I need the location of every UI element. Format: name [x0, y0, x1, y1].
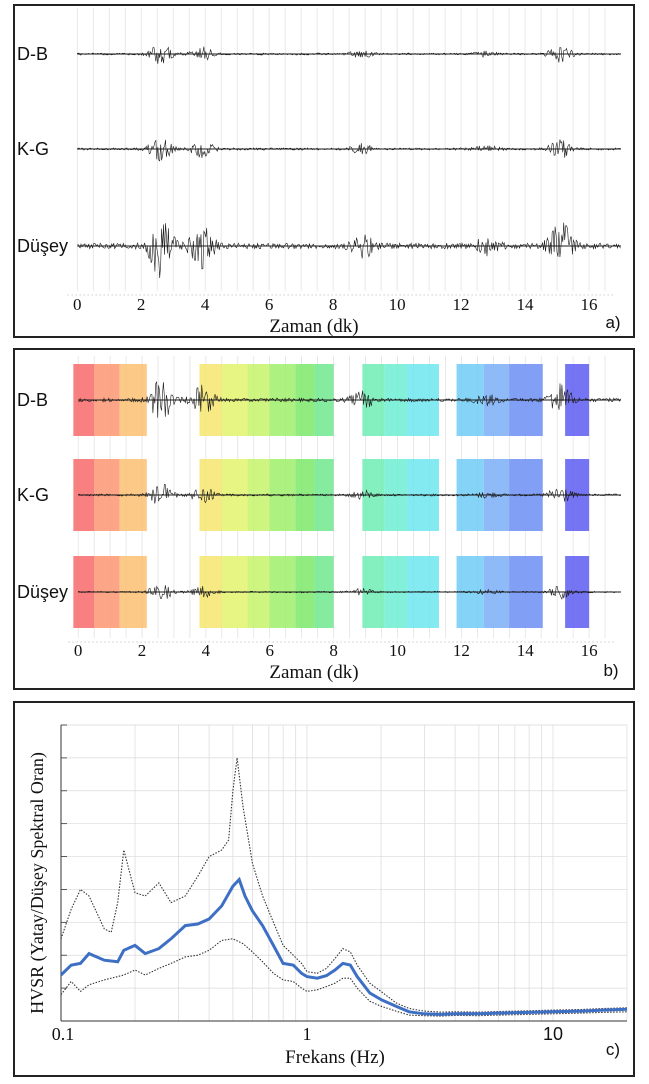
panel-label: c)	[606, 1040, 620, 1059]
hvsr-mean-line	[59, 876, 628, 1016]
x-tick-label: 8	[329, 641, 338, 660]
x-tick-label: 1	[302, 1024, 311, 1044]
panel-label: b)	[603, 661, 618, 680]
panel-a: D-B K-G Düşey 0 2 4 6 8 10 12 14 16 Zaman (dk) a)	[13, 4, 635, 338]
x-tick-label: 10	[389, 295, 406, 314]
x-tick-label: 0	[74, 641, 83, 660]
series-label: Düşey	[17, 582, 68, 602]
x-tick-label: 14	[517, 641, 535, 660]
panel-c: 0.1 1 10 Frekans (Hz) HVSR (Yatay/Düşey Spek…	[13, 701, 635, 1077]
panel-label: a)	[605, 313, 620, 332]
series-label: K-G	[17, 139, 49, 159]
x-axis-label: Frekans (Hz)	[285, 1047, 385, 1068]
series-label: D-B	[17, 44, 48, 64]
x-tick-label: 16	[581, 641, 598, 660]
x-tick-label: 2	[137, 295, 146, 314]
x-tick-label: 6	[266, 641, 275, 660]
trace-Düşey	[77, 222, 621, 279]
trace-D-B	[78, 381, 621, 418]
series-label: K-G	[17, 485, 49, 505]
x-tick-label: 12	[453, 641, 470, 660]
x-tick-label: 0	[73, 295, 82, 314]
x-tick-label: 2	[138, 641, 147, 660]
hvsr-upper-line	[60, 757, 628, 1013]
series-label: Düşey	[17, 236, 68, 256]
hvsr-lower-line	[60, 938, 628, 1017]
x-tick-label: 4	[201, 295, 210, 314]
panel-b: D-B K-G Düşey 0 2 4 6 8 10 12 14 16 Zaman (dk) b)	[13, 348, 635, 690]
x-tick-label: 10	[389, 641, 406, 660]
x-tick-label: 6	[265, 295, 274, 314]
x-tick-label: 0.1	[52, 1024, 75, 1044]
x-tick-label: 8	[329, 295, 338, 314]
x-tick-label: 10	[543, 1024, 563, 1044]
chart-a-plot: D-B K-G Düşey 0 2 4 6 8 10 12 14 16 Zaman (dk) a)	[17, 8, 621, 336]
x-tick-label: 16	[581, 295, 598, 314]
x-axis-label: Zaman (dk)	[269, 662, 358, 683]
chart-c-plot: 0.1 1 10 Frekans (Hz) HVSR (Yatay/Düşey Spek…	[27, 724, 628, 1068]
chart-b-plot: D-B K-G Düşey 0 2 4 6 8 10 12 14 16 Zaman (dk) b)	[17, 356, 621, 683]
x-axis-label: Zaman (dk)	[269, 316, 358, 336]
x-tick-label: 12	[453, 295, 470, 314]
series-label: D-B	[17, 390, 48, 410]
x-tick-label: 4	[202, 641, 211, 660]
y-axis-label: HVSR (Yatay/Düşey Spektral Oran)	[27, 752, 48, 1014]
x-tick-label: 14	[517, 295, 535, 314]
